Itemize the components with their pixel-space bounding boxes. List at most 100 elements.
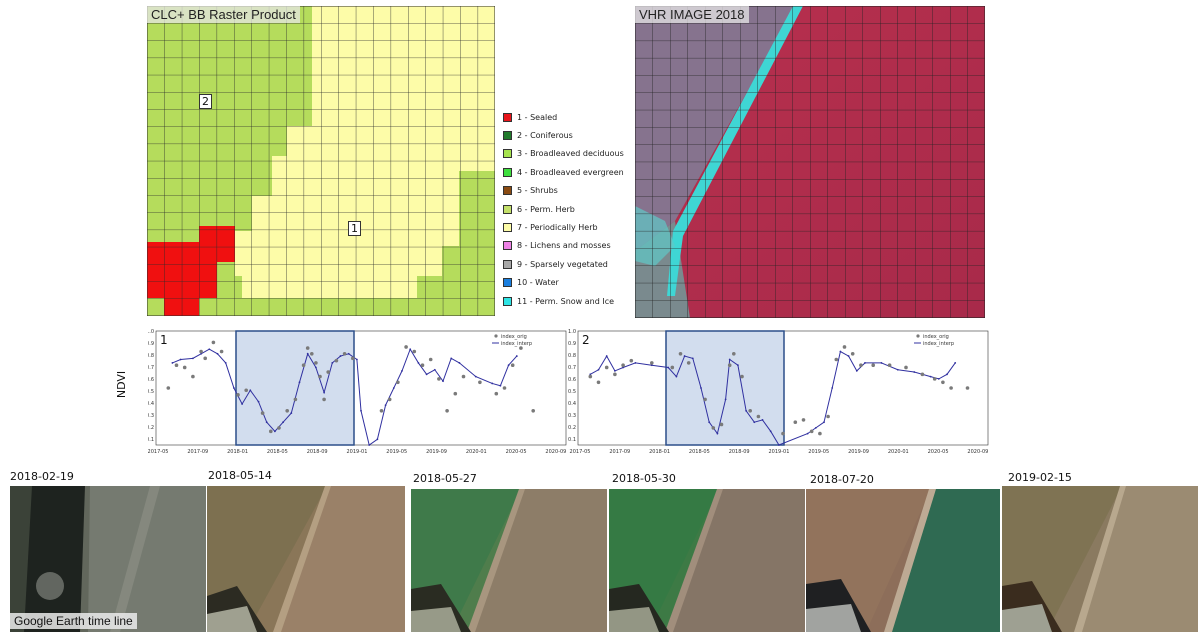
interp-point xyxy=(360,410,362,412)
index-orig-point xyxy=(503,386,507,390)
interp-point xyxy=(684,355,686,357)
timeline-image-3 xyxy=(411,489,607,632)
index-orig-point xyxy=(269,430,273,434)
interp-point xyxy=(307,353,309,355)
legend-orig-symbol xyxy=(494,334,497,337)
y-tick-label: 1.0 xyxy=(148,329,154,335)
index-orig-point xyxy=(621,363,625,367)
index-orig-point xyxy=(728,363,732,367)
legend-swatch xyxy=(503,131,512,140)
index-orig-point xyxy=(212,341,216,345)
interp-point xyxy=(848,355,850,357)
interp-point xyxy=(217,353,219,355)
index-orig-point xyxy=(437,377,441,381)
legend-label: 6 - Perm. Herb xyxy=(517,205,575,214)
interp-point xyxy=(762,419,764,421)
raster-marker-2: 2 xyxy=(199,94,212,109)
y-tick-label: 0.3 xyxy=(568,413,576,419)
raster-panel: CLC+ BB Raster Product 2 1 xyxy=(147,6,495,316)
y-tick-label: 0.7 xyxy=(568,365,576,371)
vhr-image xyxy=(635,6,985,318)
index-orig-point xyxy=(343,352,347,356)
interp-point xyxy=(331,362,333,364)
timeline-date-3: 2018-05-27 xyxy=(413,472,477,485)
interp-point xyxy=(385,404,387,406)
index-orig-point xyxy=(835,358,839,362)
interp-point xyxy=(725,399,727,401)
interp-point xyxy=(401,370,403,372)
interp-point xyxy=(598,369,600,371)
y-tick-label: 0.5 xyxy=(148,389,154,395)
index-orig-point xyxy=(175,363,179,367)
index-orig-point xyxy=(277,426,281,430)
legend-label: 4 - Broadleaved evergreen xyxy=(517,168,624,177)
legend-item: 8 - Lichens and mosses xyxy=(503,239,611,253)
y-tick-label: 1.0 xyxy=(568,329,576,335)
interp-point xyxy=(348,353,350,355)
index-orig-point xyxy=(261,411,265,415)
x-tick-label: 2017-09 xyxy=(187,449,208,455)
chart-marker: 1 xyxy=(160,333,168,347)
timeline-image-2 xyxy=(207,486,405,632)
index-orig-point xyxy=(167,386,171,390)
interp-point xyxy=(290,412,292,414)
interp-point xyxy=(340,355,342,357)
y-tick-label: 0.2 xyxy=(568,425,576,431)
index-orig-point xyxy=(826,415,830,419)
interp-point xyxy=(172,362,174,364)
vhr-title: VHR IMAGE 2018 xyxy=(635,6,749,23)
interp-point xyxy=(717,433,719,435)
index-orig-point xyxy=(941,381,945,385)
interp-point xyxy=(635,362,637,364)
legend-item: 11 - Perm. Snow and Ice xyxy=(503,294,614,308)
x-tick-label: 2019-05 xyxy=(808,449,829,455)
legend-item: 2 - Coniferous xyxy=(503,128,573,142)
index-orig-point xyxy=(454,392,458,396)
index-orig-point xyxy=(859,363,863,367)
timeline-date-6: 2019-02-15 xyxy=(1008,471,1072,484)
index-orig-point xyxy=(462,375,466,379)
index-orig-point xyxy=(314,361,318,365)
interp-point xyxy=(606,355,608,357)
timeline-date-1: 2018-02-19 xyxy=(10,470,74,483)
x-tick-label: 2018-09 xyxy=(307,449,328,455)
vhr-image-panel: VHR IMAGE 2018 xyxy=(635,6,985,318)
interp-point xyxy=(225,362,227,364)
legend-orig-symbol xyxy=(916,334,919,337)
interp-point xyxy=(770,430,772,432)
y-tick-label: 0.3 xyxy=(148,413,154,419)
interp-point xyxy=(208,348,210,350)
x-tick-label: 2017-09 xyxy=(609,449,630,455)
index-orig-point xyxy=(326,370,330,374)
interp-point xyxy=(881,362,883,364)
y-tick-label: 0.8 xyxy=(148,353,154,359)
interp-point xyxy=(823,421,825,423)
index-orig-point xyxy=(310,352,314,356)
interp-point xyxy=(831,387,833,389)
x-tick-label: 2020-09 xyxy=(545,449,566,455)
index-orig-point xyxy=(244,388,248,392)
interp-point xyxy=(434,369,436,371)
index-orig-point xyxy=(650,361,654,365)
interp-point xyxy=(266,421,268,423)
interp-point xyxy=(459,362,461,364)
x-tick-label: 2020-05 xyxy=(928,449,949,455)
legend-label: 9 - Sparsely vegetated xyxy=(517,260,608,269)
y-tick-label: 0.5 xyxy=(568,389,576,395)
interp-point xyxy=(729,359,731,361)
legend-swatch xyxy=(503,205,512,214)
interp-point xyxy=(516,355,518,357)
legend-swatch xyxy=(503,113,512,122)
interp-point xyxy=(954,362,956,364)
legend-item: 9 - Sparsely vegetated xyxy=(503,257,608,271)
legend-item: 1 - Sealed xyxy=(503,110,557,124)
interp-point xyxy=(778,444,780,446)
interp-point xyxy=(450,357,452,359)
legend-label: 1 - Sealed xyxy=(517,113,557,122)
legend-swatch xyxy=(503,149,512,158)
index-orig-point xyxy=(285,409,289,413)
index-orig-point xyxy=(630,359,634,363)
interp-point xyxy=(500,385,502,387)
index-orig-point xyxy=(183,366,187,370)
y-tick-label: 0.2 xyxy=(148,425,154,431)
